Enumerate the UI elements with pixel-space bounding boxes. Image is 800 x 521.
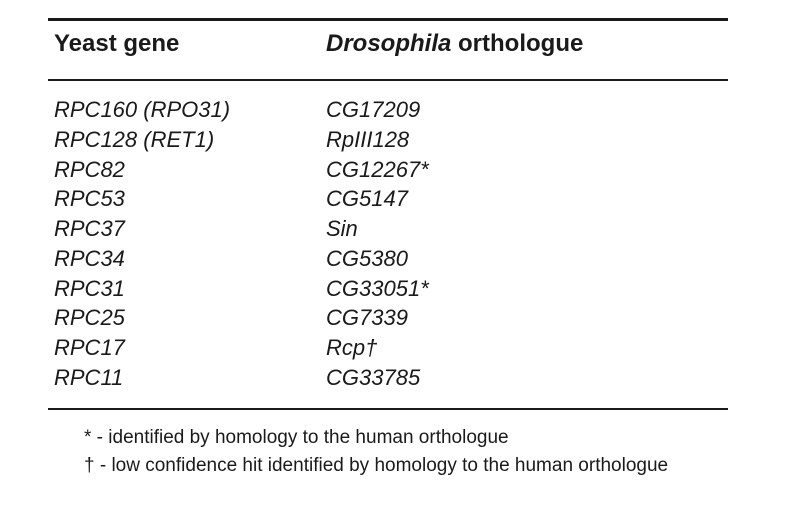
yeast-gene-cell: RPC82 — [48, 155, 326, 185]
orthologue-word: orthologue — [451, 30, 583, 57]
yeast-gene-cell: RPC25 — [48, 303, 326, 333]
table-row: RPC128 (RET1)RpIII128 — [48, 125, 728, 155]
table-row: RPC11CG33785 — [48, 363, 728, 393]
yeast-gene-cell: RPC31 — [48, 274, 326, 304]
footnotes: * - identified by homology to the human … — [48, 410, 780, 479]
orthologue-cell: CG5147 — [326, 184, 728, 214]
yeast-gene-cell: RPC160 (RPO31) — [48, 95, 326, 125]
genus-name: Drosophila — [326, 30, 451, 57]
orthologue-table: Yeast gene Drosophila orthologue RPC160 … — [48, 18, 728, 410]
table-row: RPC25CG7339 — [48, 303, 728, 333]
yeast-gene-cell: RPC34 — [48, 244, 326, 274]
yeast-gene-cell: RPC128 (RET1) — [48, 125, 326, 155]
orthologue-cell: Rcp† — [326, 333, 728, 363]
column-header-yeast: Yeast gene — [48, 31, 326, 57]
table-row: RPC53CG5147 — [48, 184, 728, 214]
yeast-gene-cell: RPC37 — [48, 214, 326, 244]
orthologue-cell: Sin — [326, 214, 728, 244]
footnote-dagger: † - low confidence hit identified by hom… — [84, 452, 780, 480]
column-header-orthologue: Drosophila orthologue — [326, 31, 728, 57]
table-row: RPC34CG5380 — [48, 244, 728, 274]
table-row: RPC160 (RPO31)CG17209 — [48, 95, 728, 125]
yeast-gene-cell: RPC53 — [48, 184, 326, 214]
table-header-row: Yeast gene Drosophila orthologue — [48, 21, 728, 81]
orthologue-cell: CG17209 — [326, 95, 728, 125]
table-row: RPC37Sin — [48, 214, 728, 244]
orthologue-cell: CG7339 — [326, 303, 728, 333]
page: Yeast gene Drosophila orthologue RPC160 … — [0, 0, 800, 521]
table-body: RPC160 (RPO31)CG17209RPC128 (RET1)RpIII1… — [48, 81, 728, 410]
yeast-gene-cell: RPC17 — [48, 333, 326, 363]
orthologue-cell: CG33785 — [326, 363, 728, 393]
orthologue-cell: CG33051* — [326, 274, 728, 304]
table-row: RPC17Rcp† — [48, 333, 728, 363]
table-row: RPC31CG33051* — [48, 274, 728, 304]
orthologue-cell: RpIII128 — [326, 125, 728, 155]
yeast-gene-cell: RPC11 — [48, 363, 326, 393]
orthologue-cell: CG12267* — [326, 155, 728, 185]
table-row: RPC82CG12267* — [48, 155, 728, 185]
footnote-star: * - identified by homology to the human … — [84, 424, 780, 452]
orthologue-cell: CG5380 — [326, 244, 728, 274]
